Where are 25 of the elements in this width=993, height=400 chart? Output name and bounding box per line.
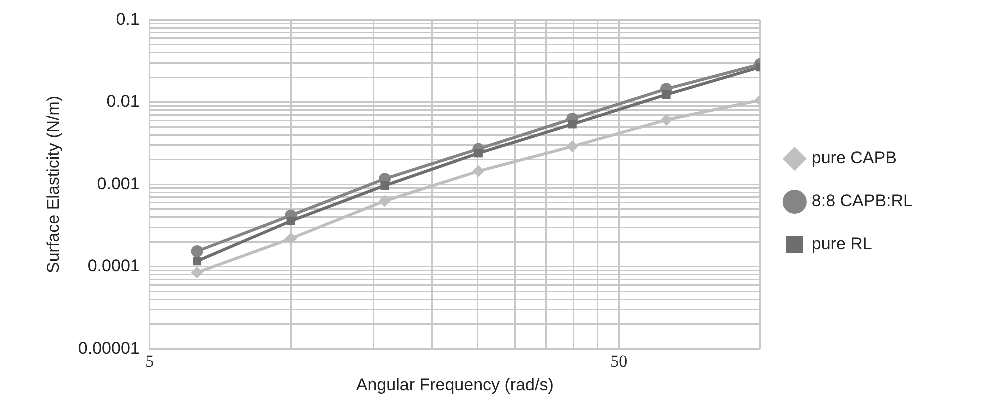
- point: [286, 216, 296, 226]
- x-tick-label: 5: [146, 352, 154, 371]
- point: [660, 114, 673, 126]
- x-axis-title: Angular Frequency (rad/s): [356, 375, 554, 394]
- legend-label: pure RL: [812, 234, 872, 254]
- y-tick-label: 0.01: [106, 92, 140, 112]
- legend-label: 8:8 CAPB:RL: [812, 192, 914, 211]
- y-tick-label: 0.1: [116, 10, 140, 29]
- point: [191, 246, 204, 258]
- point: [566, 140, 579, 153]
- legend-label: pure CAPB: [812, 148, 897, 168]
- point: [193, 257, 202, 266]
- y-tick-label: 0.001: [97, 174, 140, 194]
- point: [378, 195, 391, 208]
- y-tick-label: 0.0001: [88, 256, 140, 276]
- point: [662, 90, 671, 100]
- point: [191, 266, 204, 279]
- y-tick-label: 0.00001: [78, 338, 140, 358]
- point: [568, 120, 577, 129]
- x-tick-label: 50: [610, 352, 628, 371]
- point: [380, 182, 390, 190]
- point: [474, 149, 483, 158]
- point: [285, 232, 298, 245]
- y-axis-title: Surface Elasticity (N/m): [44, 96, 63, 274]
- point: [472, 165, 485, 178]
